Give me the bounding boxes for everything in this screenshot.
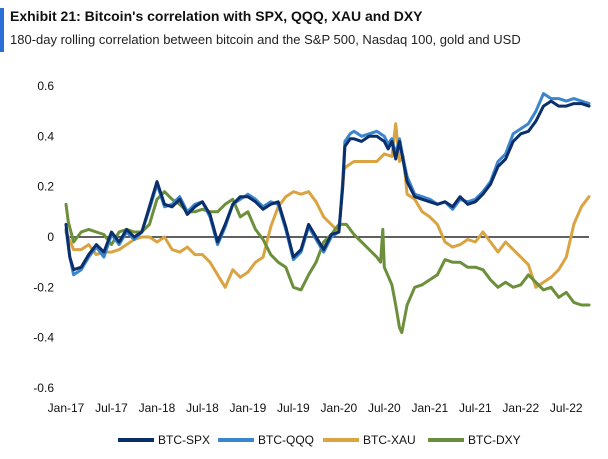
legend-label-btc-spx: BTC-SPX [158, 433, 210, 447]
y-tick-label: -0.2 [33, 280, 54, 294]
x-tick-label: Jan-20 [321, 401, 358, 415]
x-tick-label: Jul-18 [186, 401, 219, 415]
series-line-btc-dxy [64, 190, 591, 335]
y-tick-label: -0.4 [33, 331, 54, 345]
chart-title: Exhibit 21: Bitcoin's correlation with S… [10, 8, 423, 24]
legend-label-btc-xau: BTC-XAU [363, 433, 416, 447]
series-line-btc-spx [64, 99, 591, 272]
x-tick-label: Jan-18 [139, 401, 176, 415]
legend: BTC-SPX BTC-QQQ BTC-XAU BTC-DXY [118, 433, 521, 447]
legend-label-btc-qqq: BTC-QQQ [258, 433, 314, 447]
x-tick-label: Jan-21 [411, 401, 448, 415]
legend-label-btc-dxy: BTC-DXY [468, 433, 521, 447]
y-tick-label: 0.6 [37, 79, 54, 93]
x-axis-ticks: Jan-17 Jul-17 Jan-18 Jul-18 Jan-19 Jul-19 Jan-… [48, 401, 583, 415]
x-tick-label: Jul-19 [277, 401, 310, 415]
x-tick-label: Jul-21 [459, 401, 492, 415]
y-tick-label: 0.2 [37, 180, 54, 194]
x-tick-label: Jul-22 [550, 401, 583, 415]
x-tick-label: Jul-20 [368, 401, 401, 415]
x-tick-label: Jul-17 [95, 401, 128, 415]
title-accent-bar [0, 8, 4, 52]
x-tick-label: Jan-19 [230, 401, 267, 415]
y-axis-ticks: 0.6 0.4 0.2 0 -0.2 -0.4 -0.6 [33, 79, 54, 395]
y-tick-label: 0.4 [37, 129, 54, 143]
chart-subtitle: 180-day rolling correlation between bitc… [10, 32, 521, 47]
y-tick-label: -0.6 [33, 381, 54, 395]
y-tick-label: 0 [47, 230, 54, 244]
series-lines [64, 92, 591, 335]
x-tick-label: Jan-22 [502, 401, 539, 415]
x-tick-label: Jan-17 [48, 401, 85, 415]
